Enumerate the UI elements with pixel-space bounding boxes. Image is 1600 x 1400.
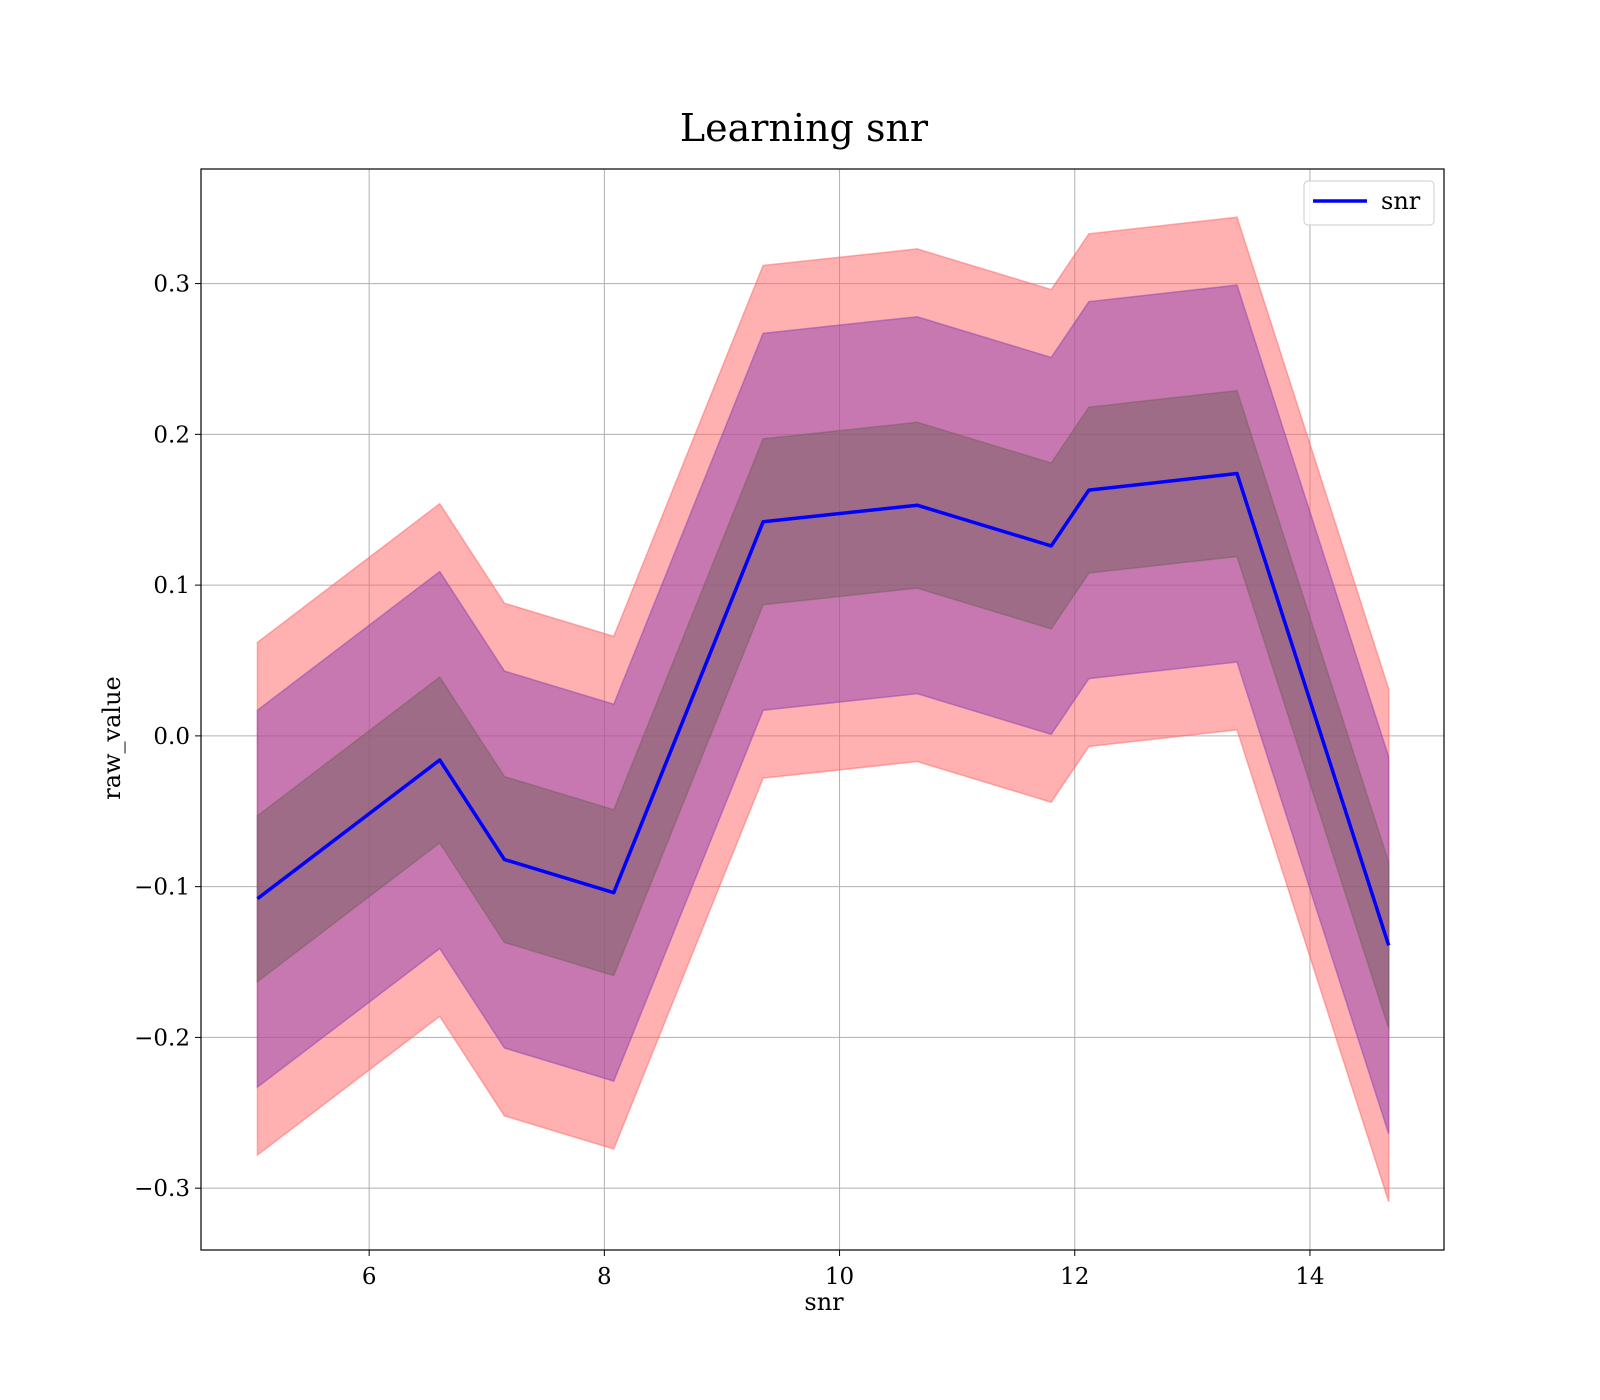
- y-tick-label: −0.2: [134, 1025, 190, 1051]
- y-tick-label: −0.1: [134, 875, 190, 901]
- plot-frame: [200, 168, 1445, 1251]
- x-tick-label: 6: [362, 1264, 377, 1290]
- chart-title: Learning snr: [680, 106, 929, 150]
- x-tick-label: 10: [825, 1264, 854, 1290]
- legend-label-snr: snr: [1381, 187, 1421, 215]
- y-tick-label: 0.3: [153, 272, 190, 298]
- x-tick-label: 14: [1295, 1264, 1324, 1290]
- series-lines: [256, 471, 1391, 946]
- x-axis-ticks: 6 8 10 12 14: [362, 1250, 1325, 1290]
- x-tick-label: 8: [597, 1264, 612, 1290]
- y-tick-label: −0.3: [134, 1176, 190, 1202]
- y-axis-ticks: −0.3 −0.2 −0.1 0.0 0.1 0.2 0.3: [134, 272, 201, 1202]
- y-tick-label: 0.2: [153, 422, 190, 448]
- x-tick-label: 12: [1060, 1264, 1089, 1290]
- legend-box: [1303, 180, 1435, 226]
- y-tick-label: 0.0: [153, 724, 190, 750]
- y-tick-label: 0.1: [153, 573, 190, 599]
- series-line-snr: [256, 471, 1391, 946]
- y-axis-label: raw_value: [98, 676, 126, 800]
- legend: snr: [1303, 180, 1435, 226]
- x-axis-label: snr: [804, 1288, 844, 1316]
